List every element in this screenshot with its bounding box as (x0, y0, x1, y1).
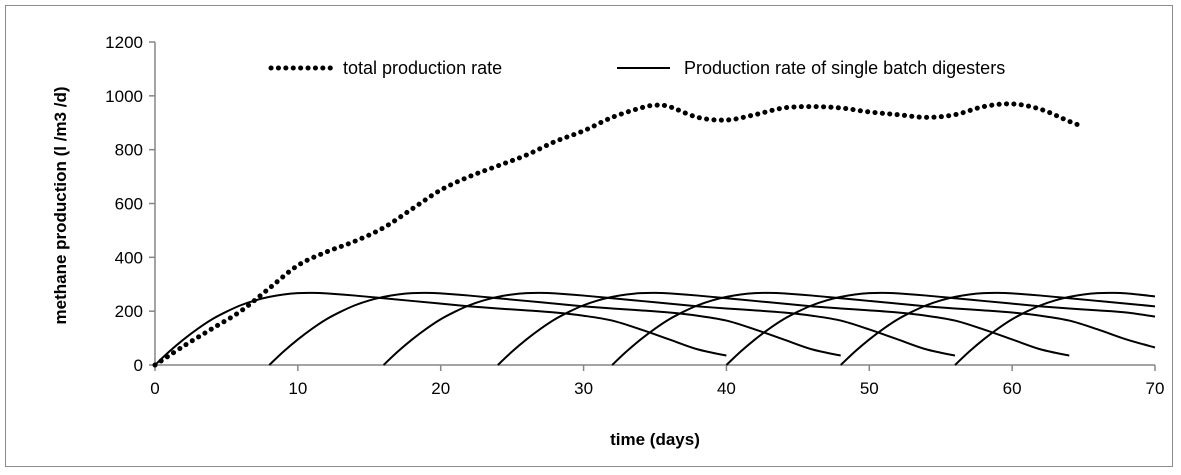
x-tick-label: 40 (717, 379, 736, 398)
batch-digester-curve-4 (497, 291, 1070, 366)
legend: total production rate Production rate of… (268, 58, 1005, 78)
batch-digester-curve-3 (382, 291, 956, 366)
x-tick-label: 0 (150, 379, 159, 398)
chart-frame (5, 5, 1173, 467)
batch-digester-curve-6 (725, 291, 1156, 366)
x-axis-title: time (days) (610, 430, 700, 449)
series-layer (152, 101, 1156, 368)
y-tick-label: 600 (115, 195, 143, 214)
y-tick-label: 200 (115, 302, 143, 321)
legend-label-single-batch: Production rate of single batch digester… (684, 58, 1005, 78)
x-tick-label: 70 (1146, 379, 1165, 398)
batch-digester-curve-1 (154, 291, 727, 366)
axes (154, 42, 1155, 366)
x-tick-label: 20 (431, 379, 450, 398)
total-production-line (152, 101, 1087, 368)
y-tick-label: 1200 (105, 33, 143, 52)
tick-labels: 0 10 20 30 40 50 60 70 0 200 400 600 800 1000 1200 (105, 33, 1164, 398)
batch-digester-curve-7 (840, 291, 1156, 366)
x-tick-label: 10 (288, 379, 307, 398)
x-tick-label: 60 (1003, 379, 1022, 398)
x-tick-label: 30 (574, 379, 593, 398)
batch-digester-curve-5 (611, 291, 1156, 366)
y-axis-title: methane production (l /m3 /d) (51, 86, 70, 324)
tick-marks (149, 41, 1156, 371)
y-tick-label: 0 (134, 356, 143, 375)
y-tick-label: 800 (115, 141, 143, 160)
y-tick-label: 400 (115, 248, 143, 267)
legend-label-total: total production rate (343, 58, 502, 78)
batch-digester-curve-2 (268, 291, 841, 366)
batch-digester-curve-8 (954, 291, 1156, 366)
y-tick-label: 1000 (105, 87, 143, 106)
x-tick-label: 50 (860, 379, 879, 398)
